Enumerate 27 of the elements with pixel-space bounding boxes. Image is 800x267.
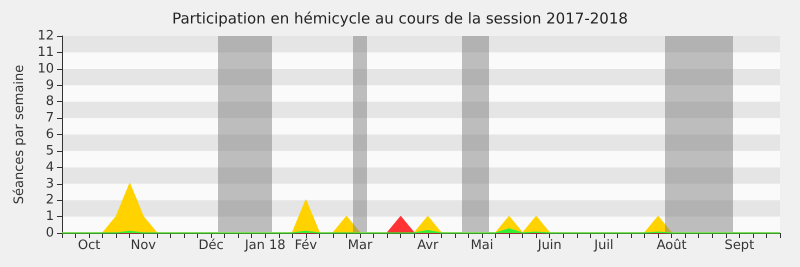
x-tick-label: Oct [78,238,100,253]
y-tick-label: 7 [46,110,54,126]
y-tick-label: 5 [46,143,54,158]
y-tick-label: 0 [46,226,54,240]
y-tick-label: 8 [46,94,54,110]
y-tick-label: 1 [46,209,54,224]
x-tick-label: Déc [198,238,224,253]
y-tick-label: 4 [46,160,54,175]
x-tick-label: Mai [470,238,494,253]
x-tick-label: Jan 18 [244,238,286,253]
x-tick-label: Avr [417,238,440,253]
y-axis-title: Séances par semaine [12,64,27,204]
x-tick-label: Mar [348,238,373,253]
y-tick-label: 10 [37,61,54,76]
y-tick-label: 3 [46,176,54,192]
chart-title: Participation en hémicycle au cours de la session 2017-2018 [172,10,628,28]
x-tick-label: Juil [593,238,614,253]
x-tick-label: Août [656,238,687,253]
y-tick-label: 12 [37,28,54,44]
x-tick-label: Juin [536,238,562,253]
y-tick-label: 6 [46,127,54,142]
x-tick-label: Fév [294,238,318,253]
y-tick-label: 9 [46,78,54,93]
y-tick-label: 2 [46,192,54,208]
y-tick-label: 11 [37,44,54,60]
x-tick-label: Nov [130,238,156,253]
x-tick-label: Sept [724,238,754,253]
